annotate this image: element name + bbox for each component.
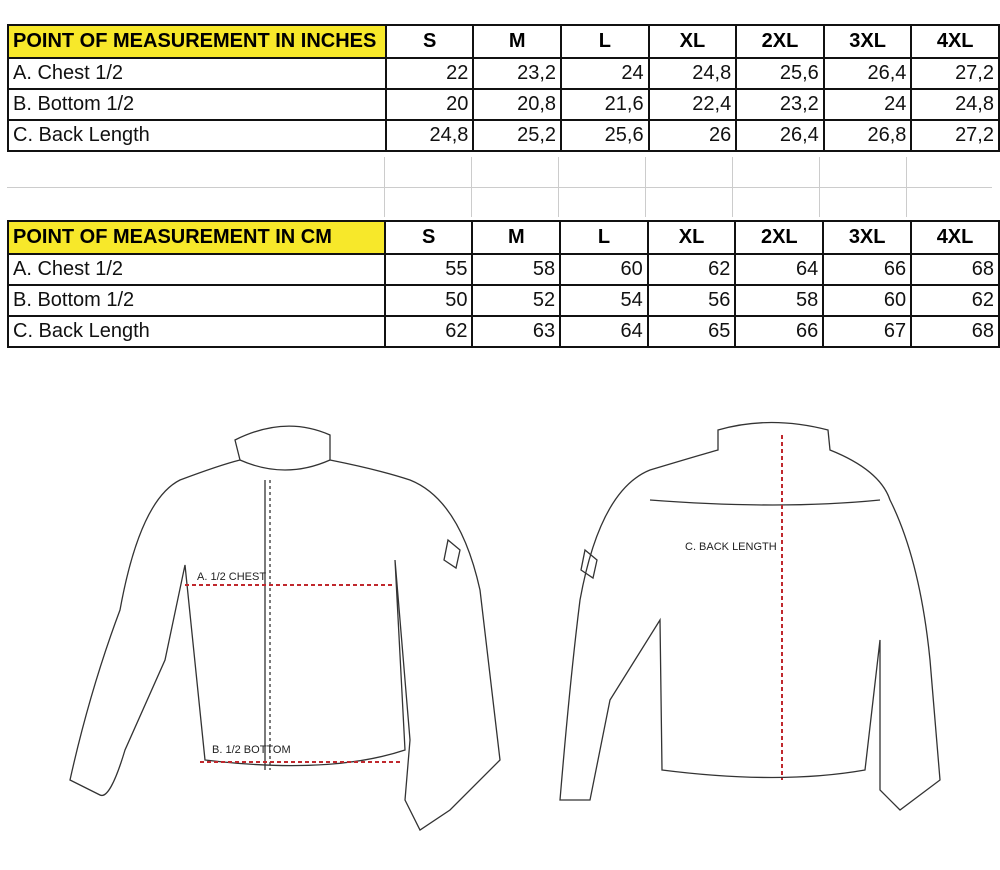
table-header-row: POINT OF MEASUREMENT IN INCHES S M L XL 2XL 3… — [7, 24, 1000, 59]
measurement-value: 54 — [559, 284, 649, 317]
size-header: 4XL — [910, 24, 1000, 59]
measurement-value: 66 — [822, 253, 913, 286]
size-header: XL — [646, 220, 737, 255]
measurement-value: 55 — [383, 253, 474, 286]
size-header: XL — [647, 24, 738, 59]
measurement-value: 58 — [734, 284, 825, 317]
back-length-label: C. BACK LENGTH — [685, 541, 777, 553]
measurement-value: 64 — [559, 315, 649, 348]
measurement-value: 24,8 — [910, 88, 1000, 121]
measurement-value: 62 — [646, 253, 737, 286]
table-title: POINT OF MEASUREMENT IN INCHES — [7, 24, 387, 59]
size-header: S — [383, 220, 474, 255]
size-header: 4XL — [910, 220, 1000, 255]
measurement-value: 68 — [910, 253, 1000, 286]
measurement-value: 22 — [384, 57, 475, 90]
measurement-value: 27,2 — [910, 57, 1000, 90]
measurement-value: 20,8 — [472, 88, 563, 121]
measurement-value: 21,6 — [560, 88, 650, 121]
table-row: C. Back Length 62 63 64 65 66 67 68 — [7, 315, 1000, 348]
measurement-value: 60 — [559, 253, 649, 286]
measurement-value: 63 — [471, 315, 562, 348]
size-header: M — [471, 220, 562, 255]
measurement-label: B. Bottom 1/2 — [7, 284, 386, 317]
measurement-value: 22,4 — [647, 88, 738, 121]
chest-label: A. 1/2 CHEST — [197, 571, 266, 583]
size-header: 2XL — [735, 24, 825, 59]
measurement-value: 24 — [560, 57, 650, 90]
back-jacket-drawing — [559, 421, 941, 811]
size-header: L — [559, 220, 649, 255]
size-header: M — [472, 24, 563, 59]
jacket-diagram: A. 1/2 CHEST B. 1/2 BOTTOM C. BACK LENGT… — [69, 421, 941, 831]
size-header: S — [384, 24, 475, 59]
measurement-value: 65 — [646, 315, 737, 348]
measurement-label: A. Chest 1/2 — [7, 253, 386, 286]
measurement-value: 26 — [647, 119, 738, 152]
measurement-value: 60 — [822, 284, 913, 317]
table-header-row: POINT OF MEASUREMENT IN CM S M L XL 2XL 3XL 4X… — [7, 220, 1000, 255]
blank-rows — [7, 157, 992, 217]
measurement-value: 23,2 — [472, 57, 563, 90]
measurement-value: 27,2 — [910, 119, 1000, 152]
table-row: C. Back Length 24,8 25,2 25,6 26 26,4 26,8 27,2 — [7, 119, 1000, 152]
measurement-value: 52 — [471, 284, 562, 317]
measurement-value: 23,2 — [735, 88, 825, 121]
measurement-value: 58 — [471, 253, 562, 286]
measurement-value: 50 — [383, 284, 474, 317]
measurement-value: 26,4 — [735, 119, 825, 152]
measurement-label: C. Back Length — [7, 315, 386, 348]
measurement-value: 20 — [384, 88, 475, 121]
table-row: B. Bottom 1/2 50 52 54 56 58 60 62 — [7, 284, 1000, 317]
measurement-value: 25,2 — [472, 119, 563, 152]
bottom-label: B. 1/2 BOTTOM — [212, 744, 291, 756]
measurement-value: 26,8 — [822, 119, 913, 152]
measurement-value: 68 — [910, 315, 1000, 348]
size-header: 2XL — [734, 220, 825, 255]
measurement-value: 67 — [822, 315, 913, 348]
measurement-label: C. Back Length — [7, 119, 387, 152]
table-row: A. Chest 1/2 55 58 60 62 64 66 68 — [7, 253, 1000, 286]
measurement-value: 24,8 — [647, 57, 738, 90]
measurement-value: 25,6 — [560, 119, 650, 152]
measurement-value: 25,6 — [735, 57, 825, 90]
size-header: 3XL — [822, 24, 913, 59]
measurement-value: 24 — [822, 88, 913, 121]
table-row: A. Chest 1/2 22 23,2 24 24,8 25,6 26,4 27,2 — [7, 57, 1000, 90]
size-header: 3XL — [822, 220, 913, 255]
cm-size-table: POINT OF MEASUREMENT IN CM S M L XL 2XL 3XL 4X… — [7, 220, 1000, 348]
measurement-value: 64 — [734, 253, 825, 286]
table-title: POINT OF MEASUREMENT IN CM — [7, 220, 386, 255]
inches-size-table: POINT OF MEASUREMENT IN INCHES S M L XL 2XL 3… — [7, 24, 1000, 152]
front-jacket-drawing — [69, 425, 501, 831]
measurement-value: 26,4 — [822, 57, 913, 90]
measurement-label: A. Chest 1/2 — [7, 57, 387, 90]
measurement-label: B. Bottom 1/2 — [7, 88, 387, 121]
measurement-value: 62 — [383, 315, 474, 348]
size-header: L — [560, 24, 650, 59]
measurement-value: 56 — [646, 284, 737, 317]
measurement-value: 62 — [910, 284, 1000, 317]
table-row: B. Bottom 1/2 20 20,8 21,6 22,4 23,2 24 24,8 — [7, 88, 1000, 121]
measurement-value: 66 — [734, 315, 825, 348]
measurement-value: 24,8 — [384, 119, 475, 152]
